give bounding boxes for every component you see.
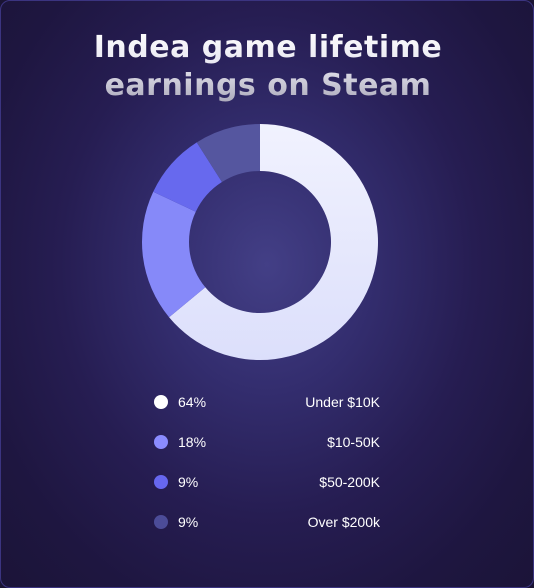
legend-percent: 9% — [178, 514, 199, 530]
legend-item: 64% Under $10K — [152, 392, 382, 412]
legend-label: Over $200k — [307, 514, 380, 530]
chart-legend: 64% Under $10K 18% $10-50K 9% $50-200K 9% Over … — [152, 392, 382, 552]
legend-label: $50-200K — [319, 474, 380, 490]
legend-swatch — [154, 475, 168, 489]
legend-percent: 64% — [178, 394, 207, 410]
legend-item: 9% $50-200K — [152, 472, 382, 492]
donut-slice-0 — [169, 124, 378, 360]
legend-label: Under $10K — [305, 394, 380, 410]
legend-swatch — [154, 395, 168, 409]
donut-slice-3 — [196, 124, 260, 183]
legend-swatch — [154, 435, 168, 449]
legend-item: 9% Over $200k — [152, 512, 382, 532]
legend-swatch — [154, 515, 168, 529]
donut-slice-2 — [153, 142, 222, 212]
legend-percent: 18% — [178, 434, 207, 450]
legend-item: 18% $10-50K — [152, 432, 382, 452]
legend-percent: 9% — [178, 474, 199, 490]
donut-slice-1 — [142, 191, 206, 318]
legend-label: $10-50K — [327, 434, 380, 450]
